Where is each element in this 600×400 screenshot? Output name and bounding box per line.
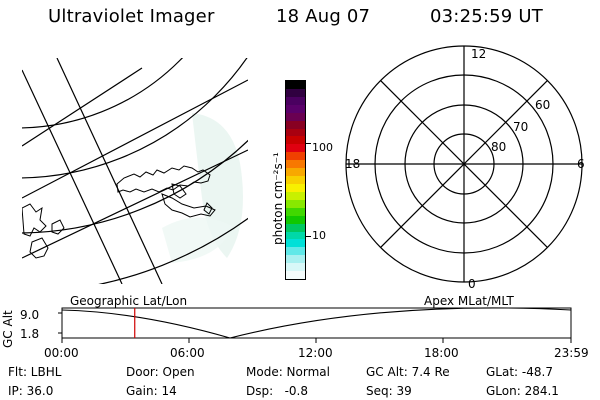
ip-status: IP: 36.0 [8,384,54,398]
coastline [22,165,216,259]
mlat-label-70: 70 [513,120,529,134]
instrument-title: Ultraviolet Imager [48,6,215,27]
door-status: Door: Open [126,365,195,379]
colorbar-band [286,207,305,216]
colorbar-band [286,223,305,232]
mlat-label-80: 80 [491,140,507,154]
colorbar [285,80,306,280]
colorbar-band [286,168,305,177]
colorbar-band [286,215,305,224]
colorbar-band [286,231,305,240]
glat-status: GLat: -48.7 [486,365,553,379]
timeline-xtick-label-2: 12:00 [298,346,333,360]
colorbar-band [286,88,305,97]
colorbar-band [286,247,305,256]
colorbar-band [286,176,305,184]
mode-status: Mode: Normal [246,365,330,379]
mlt-label-6: 6 [577,157,585,171]
colorbar-band [286,112,305,121]
seq-status: Seq: 39 [366,384,412,398]
gain-status: Gain: 14 [126,384,177,398]
timeline-left-caption: Geographic Lat/Lon [70,294,188,308]
colorbar-band [286,191,305,200]
colorbar-unit-label: photon cm⁻²s⁻¹ [271,152,285,245]
gc-alt-status: GC Alt: 7.4 Re [366,365,450,379]
colorbar-band [286,271,305,279]
colorbar-band [286,183,305,192]
colorbar-band [286,160,305,169]
timeline-ymin-label: 1.8 [20,327,40,341]
colorbar-band [286,263,305,272]
timeline-xtick-label-3: 18:00 [424,346,459,360]
colorbar-band [286,136,305,145]
colorbar-band [286,81,305,89]
geographic-map [22,58,248,284]
colorbar-band [286,152,305,161]
colorbar-band [286,96,305,105]
colorbar-band [286,199,305,208]
mlt-label-0: 0 [468,277,476,291]
auroral-emission-region [192,113,243,258]
timeline-xtick-label-1: 06:00 [170,346,205,360]
timeline-right-caption: Apex MLat/MLT [424,294,514,308]
colorbar-tick-label-10: 10 [312,229,326,242]
mlt-label-18: 18 [345,157,361,171]
dsp-status: Dsp: -0.8 [246,384,309,398]
colorbar-band [286,128,305,137]
mlat-label-60: 60 [535,98,551,112]
glon-status: GLon: 284.1 [486,384,559,398]
time-label: 03:25:59 UT [430,6,543,27]
polar-diagonal-2 [380,80,548,248]
timeline-xtick-label-0: 00:00 [44,346,79,360]
colorbar-band [286,239,305,248]
colorbar-band [286,144,305,153]
timeline-xtick-label-4: 23:59 [554,346,589,360]
mlt-label-12: 12 [471,47,487,61]
timeline-plot [58,307,572,343]
colorbar-band [286,255,305,264]
colorbar-tick-label-100: 100 [312,141,333,154]
colorbar-band [286,120,305,129]
polar-mlat-mlt-plot [345,45,583,283]
colorbar-band [286,104,305,113]
timeline-frame [61,307,572,339]
colorbar-tick-10 [306,236,311,237]
longitude-grid [22,58,248,284]
timeline-ymax-label: 9.0 [20,308,40,322]
date-label: 18 Aug 07 [276,6,371,27]
colorbar-tick-100 [306,143,311,144]
orbit-altitude-curve [61,307,572,339]
filter-status: Flt: LBHL [8,365,62,379]
